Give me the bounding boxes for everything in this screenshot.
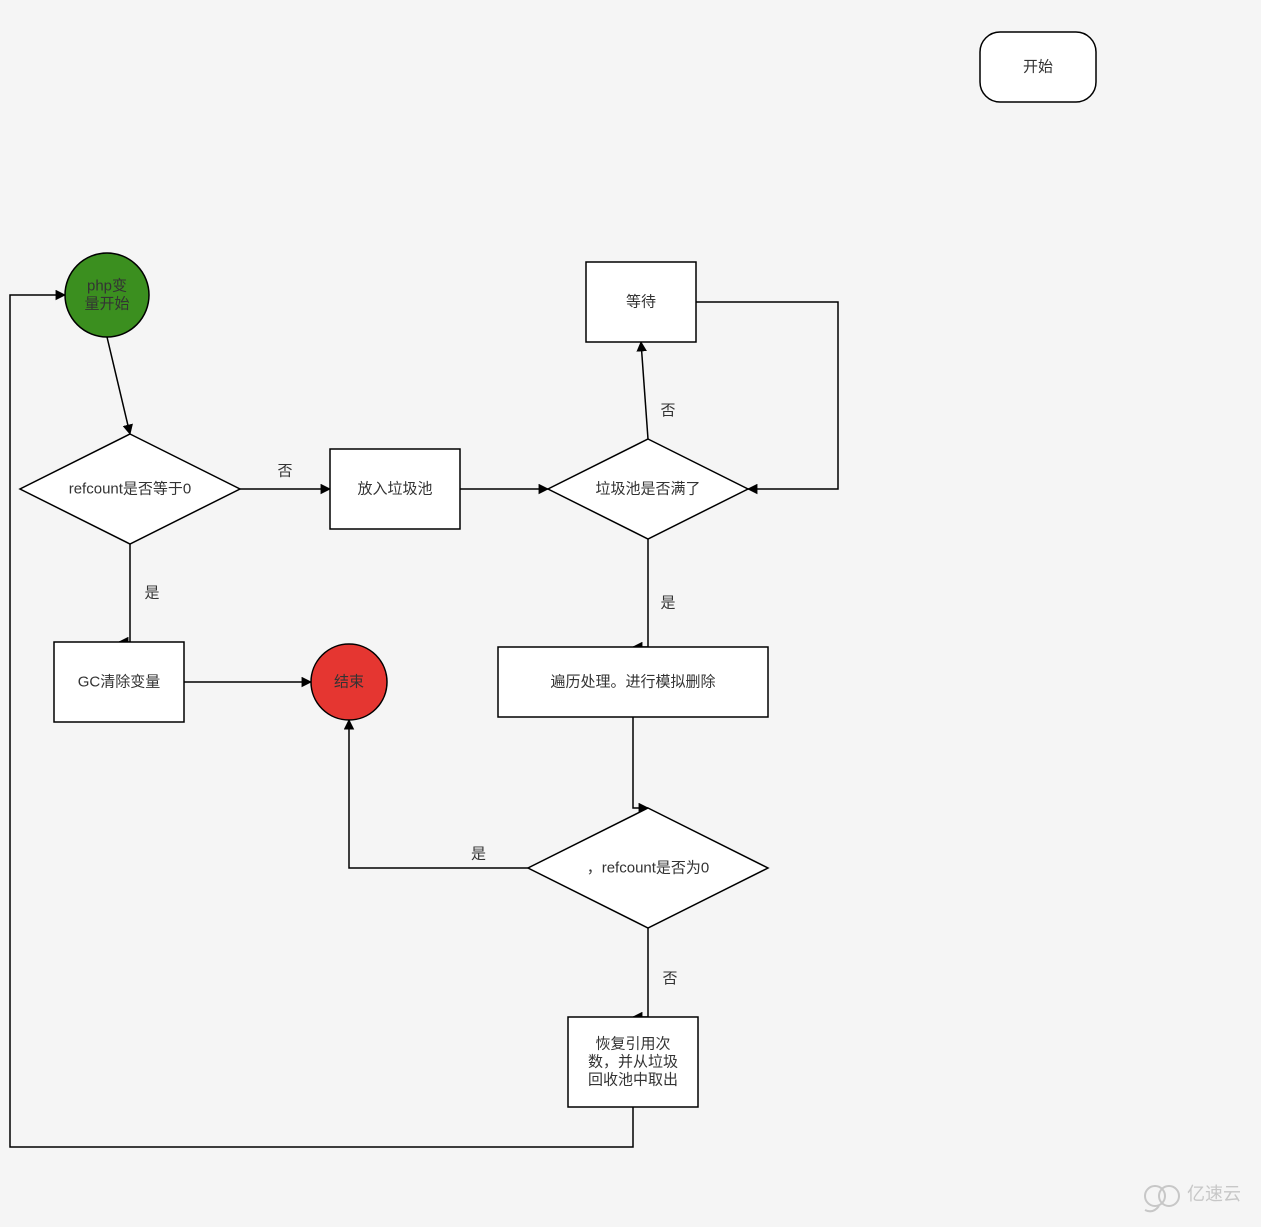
svg-text:GC清除变量: GC清除变量 bbox=[78, 674, 161, 691]
svg-text:开始: 开始 bbox=[1023, 59, 1053, 76]
svg-text:放入垃圾池: 放入垃圾池 bbox=[357, 481, 432, 498]
edge-label-poolfull-yes: 是 bbox=[660, 595, 675, 612]
svg-text:恢复引用次: 恢复引用次 bbox=[595, 1035, 670, 1053]
watermark-text: 亿速云 bbox=[1187, 1184, 1241, 1204]
svg-text:遍历处理。进行模拟删除: 遍历处理。进行模拟删除 bbox=[550, 674, 715, 691]
svg-text:，refcount是否为0: ，refcount是否为0 bbox=[587, 860, 710, 877]
edge-label-refcountis0-no: 否 bbox=[662, 970, 677, 987]
edge-label-poolfull-no: 否 bbox=[660, 402, 675, 419]
svg-text:等待: 等待 bbox=[626, 293, 656, 311]
svg-text:回收池中取出: 回收池中取出 bbox=[588, 1072, 678, 1089]
svg-text:refcount是否等于0: refcount是否等于0 bbox=[69, 480, 192, 498]
svg-text:垃圾池是否满了: 垃圾池是否满了 bbox=[595, 481, 700, 498]
svg-text:结束: 结束 bbox=[334, 674, 364, 691]
edge-label-refcountis0-yes: 是 bbox=[471, 846, 486, 863]
edge-label-refcount0-no: 否 bbox=[277, 463, 292, 480]
svg-text:数，并从垃圾: 数，并从垃圾 bbox=[588, 1054, 678, 1071]
svg-text:php变: php变 bbox=[87, 278, 127, 295]
svg-text:量开始: 量开始 bbox=[84, 296, 129, 313]
edge-label-refcount0-yes: 是 bbox=[144, 585, 159, 602]
